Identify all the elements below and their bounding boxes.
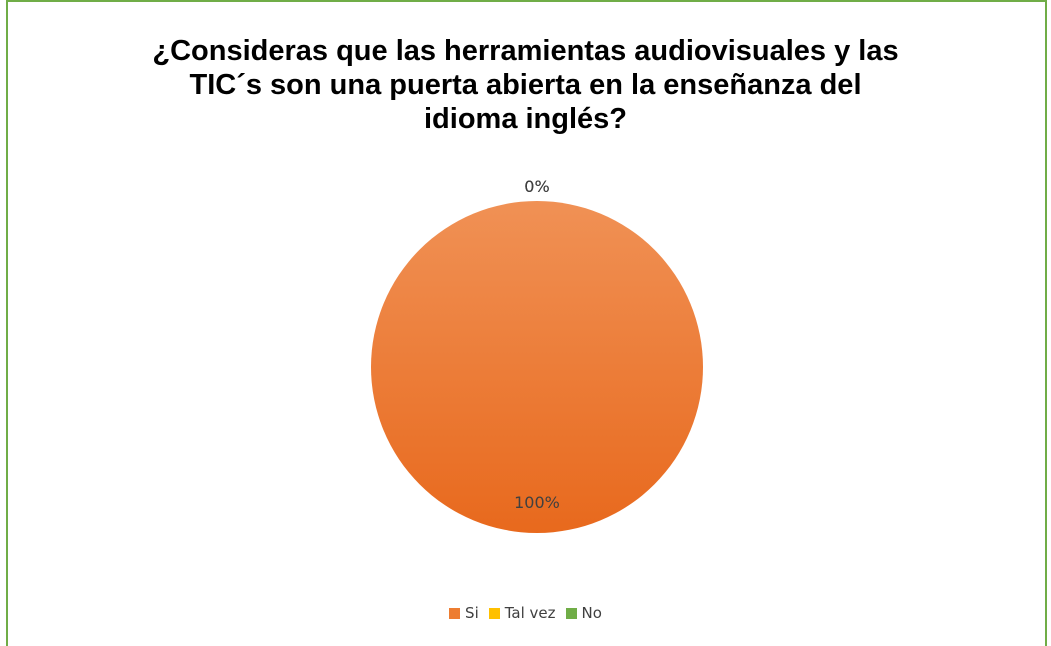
data-label-si: 100% xyxy=(514,493,560,512)
pie-slice-si xyxy=(371,201,703,533)
legend: Si Tal vez No xyxy=(0,604,1051,622)
legend-swatch-tal-vez xyxy=(488,607,500,619)
chart-title-line-1: ¿Consideras que las herramientas audiovi… xyxy=(152,35,899,67)
chart-title-line-3: idioma inglés? xyxy=(423,103,628,135)
legend-item-si: Si xyxy=(449,604,479,622)
legend-label-si: Si xyxy=(465,604,479,622)
legend-swatch-si xyxy=(449,607,461,619)
legend-item-no: No xyxy=(565,604,602,622)
chart-title: ¿Consideras que las herramientas audiovi… xyxy=(0,34,1051,136)
legend-label-tal-vez: Tal vez xyxy=(504,604,556,622)
data-label-no: 0% xyxy=(524,177,549,196)
chart-frame xyxy=(6,0,1047,646)
chart-title-line-2: TIC´s son una puerta abierta en la enseñ… xyxy=(189,69,862,101)
legend-label-no: No xyxy=(581,604,602,622)
legend-swatch-no xyxy=(565,607,577,619)
legend-item-tal-vez: Tal vez xyxy=(488,604,556,622)
data-label-tal-vez: 0% xyxy=(524,177,549,196)
